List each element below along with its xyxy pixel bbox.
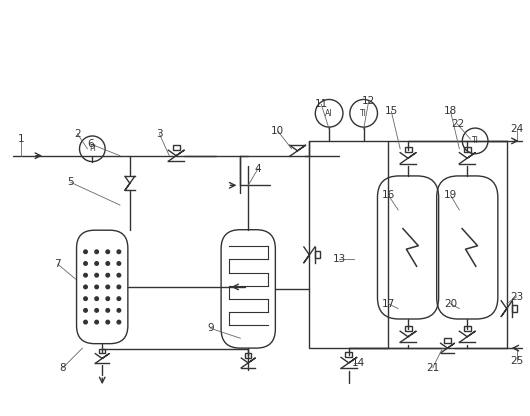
Bar xyxy=(315,251,320,258)
Text: 24: 24 xyxy=(510,124,523,134)
Circle shape xyxy=(117,262,121,265)
Text: TI: TI xyxy=(472,136,479,146)
Circle shape xyxy=(95,262,99,265)
Text: 3: 3 xyxy=(156,129,163,139)
Circle shape xyxy=(84,273,87,277)
Text: 1: 1 xyxy=(18,134,24,144)
Circle shape xyxy=(84,309,87,312)
Text: 18: 18 xyxy=(444,106,457,116)
Text: 15: 15 xyxy=(385,106,398,116)
Circle shape xyxy=(117,297,121,300)
Text: 20: 20 xyxy=(444,299,457,309)
Text: 14: 14 xyxy=(352,358,365,368)
Text: TI: TI xyxy=(360,109,367,118)
Text: 16: 16 xyxy=(382,190,395,200)
Text: 7: 7 xyxy=(55,259,61,269)
Text: 23: 23 xyxy=(510,292,523,302)
Circle shape xyxy=(117,273,121,277)
Circle shape xyxy=(95,320,99,324)
Circle shape xyxy=(95,250,99,253)
Circle shape xyxy=(95,273,99,277)
Circle shape xyxy=(84,320,87,324)
Text: 5: 5 xyxy=(67,177,74,187)
Circle shape xyxy=(106,250,110,253)
Text: 8: 8 xyxy=(59,363,66,373)
Text: 2: 2 xyxy=(74,129,81,139)
Circle shape xyxy=(117,250,121,253)
Text: PI: PI xyxy=(89,144,96,154)
Bar xyxy=(404,147,412,152)
Circle shape xyxy=(84,297,87,300)
Circle shape xyxy=(117,285,121,289)
Circle shape xyxy=(106,320,110,324)
Bar xyxy=(464,326,471,331)
Circle shape xyxy=(84,250,87,253)
Bar xyxy=(310,141,388,348)
Bar xyxy=(173,145,180,150)
Circle shape xyxy=(117,309,121,312)
Circle shape xyxy=(95,297,99,300)
Bar xyxy=(346,352,352,357)
Circle shape xyxy=(84,285,87,289)
Bar xyxy=(445,339,450,343)
Text: 25: 25 xyxy=(510,356,523,366)
Circle shape xyxy=(106,297,110,300)
Text: 19: 19 xyxy=(444,190,457,200)
Text: 22: 22 xyxy=(451,119,464,129)
Circle shape xyxy=(95,309,99,312)
Text: 9: 9 xyxy=(207,323,214,333)
Bar xyxy=(245,353,251,358)
Text: 4: 4 xyxy=(255,163,261,173)
Text: 10: 10 xyxy=(271,126,285,136)
Text: 13: 13 xyxy=(332,254,346,264)
Bar xyxy=(464,147,471,152)
Bar xyxy=(404,326,412,331)
Circle shape xyxy=(106,262,110,265)
Circle shape xyxy=(106,309,110,312)
Circle shape xyxy=(106,285,110,289)
Bar xyxy=(99,349,105,353)
Text: 11: 11 xyxy=(315,99,328,109)
Circle shape xyxy=(95,285,99,289)
Bar xyxy=(513,305,517,312)
Text: 6: 6 xyxy=(87,139,94,149)
Text: 12: 12 xyxy=(362,97,375,106)
Circle shape xyxy=(117,320,121,324)
Circle shape xyxy=(106,273,110,277)
Text: AI: AI xyxy=(325,109,333,118)
Text: 21: 21 xyxy=(426,363,439,373)
Circle shape xyxy=(84,262,87,265)
Text: 17: 17 xyxy=(382,299,395,309)
